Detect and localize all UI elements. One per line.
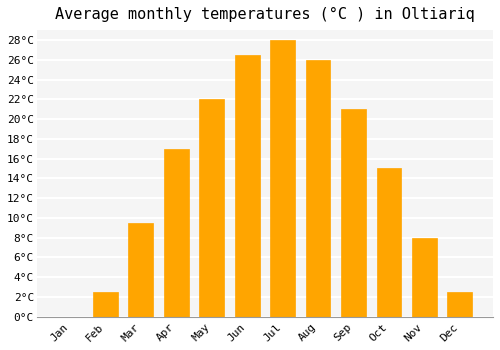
Title: Average monthly temperatures (°C ) in Oltiariq: Average monthly temperatures (°C ) in Ol… [55, 7, 475, 22]
Bar [376, 168, 402, 317]
Bar [93, 292, 118, 317]
Bar [235, 55, 260, 317]
Bar [270, 40, 295, 317]
Bar [448, 292, 472, 317]
Bar [164, 149, 188, 317]
Bar [341, 109, 366, 317]
Bar [200, 99, 224, 317]
Bar [306, 60, 330, 317]
Bar [128, 223, 153, 317]
Bar [412, 238, 437, 317]
